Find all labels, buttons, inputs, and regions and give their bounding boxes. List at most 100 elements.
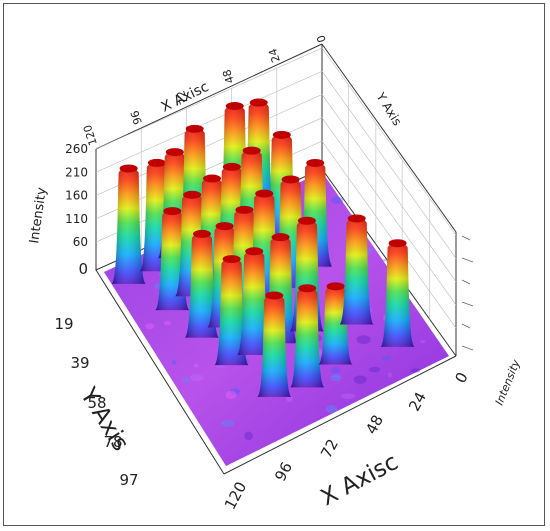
peak-shading — [380, 240, 415, 347]
x-tick-label-back: 120 — [81, 123, 100, 147]
y-tick-label: 39 — [70, 354, 89, 372]
y-tick-label: 97 — [119, 471, 138, 489]
peak-shading — [257, 293, 292, 397]
x-tick-label-front: 72 — [317, 436, 342, 461]
x-tick-label-back: 24 — [266, 47, 283, 64]
floor-blob — [163, 320, 171, 326]
peak-top — [185, 124, 204, 133]
z-tick-label: 260 — [65, 142, 88, 156]
peak-top — [245, 247, 264, 256]
peak-top — [388, 239, 407, 248]
peak-top — [222, 162, 241, 171]
peak-top — [347, 214, 366, 223]
z-tick-label: 0 — [78, 260, 88, 278]
floor-blob — [369, 366, 381, 373]
peak-top — [163, 207, 182, 216]
surface-peak — [257, 291, 292, 397]
floor-blob — [410, 368, 421, 373]
x-tick-label-back: 72 — [174, 89, 191, 106]
floor-blob — [340, 393, 356, 399]
floor-blob — [182, 377, 191, 383]
peak-top — [298, 284, 317, 293]
floor-blob — [387, 372, 392, 378]
right-tick-mark — [461, 345, 474, 351]
peak-top — [215, 222, 234, 231]
floor-blob — [214, 364, 226, 368]
z-tick-label: 60 — [73, 235, 88, 249]
surface-peaks — [111, 98, 415, 397]
z-tick-label: 160 — [65, 189, 88, 203]
peak-top — [147, 158, 166, 167]
floor-blob — [420, 339, 426, 344]
x-tick-label-front: 96 — [271, 459, 296, 484]
peak-top — [119, 164, 138, 173]
peak-shading — [111, 166, 146, 284]
front-left-edge — [95, 269, 225, 475]
peak-top — [265, 291, 284, 300]
peak-top — [183, 190, 202, 199]
surface-peak — [290, 284, 325, 388]
peak-top — [192, 229, 211, 238]
floor-blob — [221, 420, 235, 427]
floor-blob — [353, 375, 367, 384]
x-tick-label-back: 0 — [314, 33, 329, 44]
surface-peak — [111, 164, 146, 284]
wall-grid-line-z — [95, 47, 457, 236]
right-tick-mark — [461, 323, 471, 329]
right-intensity-label: Intensity — [493, 357, 523, 407]
wall-grid-line-z — [95, 70, 457, 259]
right-top-edge — [321, 43, 457, 233]
floor-blob — [229, 388, 241, 395]
surface-peak — [237, 247, 272, 356]
x-tick-label-front: 48 — [362, 412, 387, 437]
y-tick-label: 19 — [54, 315, 73, 333]
right-tick-mark — [461, 279, 471, 285]
x-tick-label-back: 48 — [220, 68, 237, 85]
floor-blob — [331, 374, 341, 378]
peak-top — [272, 130, 291, 139]
floor-blob — [190, 374, 204, 382]
right-tick-mark — [461, 235, 471, 241]
peak-top — [165, 148, 184, 157]
surface-peak — [184, 229, 219, 338]
peak-top — [235, 205, 254, 214]
peak-shading — [339, 215, 374, 325]
peak-top — [203, 174, 222, 183]
floor-blob — [330, 367, 340, 373]
floor-blob — [330, 196, 344, 204]
floor-blob — [381, 356, 392, 361]
peak-shading — [290, 285, 325, 388]
z-tick-label: 210 — [65, 165, 88, 179]
x-tick-label-front: 120 — [221, 479, 250, 513]
peak-top — [306, 158, 325, 167]
surface-peak — [339, 214, 374, 325]
peak-top — [249, 98, 268, 107]
floor-blob — [325, 405, 338, 414]
floor-blob — [145, 323, 155, 330]
floor-blob — [244, 431, 253, 441]
peak-top — [242, 146, 261, 155]
peak-top — [297, 216, 316, 225]
y-tick-label: 78 — [103, 433, 122, 451]
peak-top — [225, 102, 244, 111]
x-tick-label-front: 0 — [451, 369, 471, 386]
floor-blob — [330, 375, 342, 382]
chart-frame: 0 60 110 160 210 260 Intensity 19 39 58 78 97 Y Axis… — [3, 3, 545, 526]
floor-blob — [225, 390, 237, 400]
x-axis-label-back: X Axisc — [159, 79, 212, 116]
peak-shading — [214, 256, 249, 366]
peak-shading — [237, 248, 272, 356]
floor-blob — [193, 363, 199, 368]
z-axis-label: Intensity — [27, 186, 50, 244]
peak-top — [326, 282, 345, 291]
x-tick-label-front: 24 — [405, 389, 430, 414]
back-top-edge — [95, 43, 323, 150]
peak-top — [271, 233, 290, 242]
peak-shading — [184, 231, 219, 338]
front-bottom-edge — [223, 355, 457, 475]
peak-top — [255, 189, 274, 198]
y-tick-label: 58 — [87, 394, 106, 412]
right-tick-mark — [461, 257, 474, 263]
surface-peak — [214, 255, 249, 366]
